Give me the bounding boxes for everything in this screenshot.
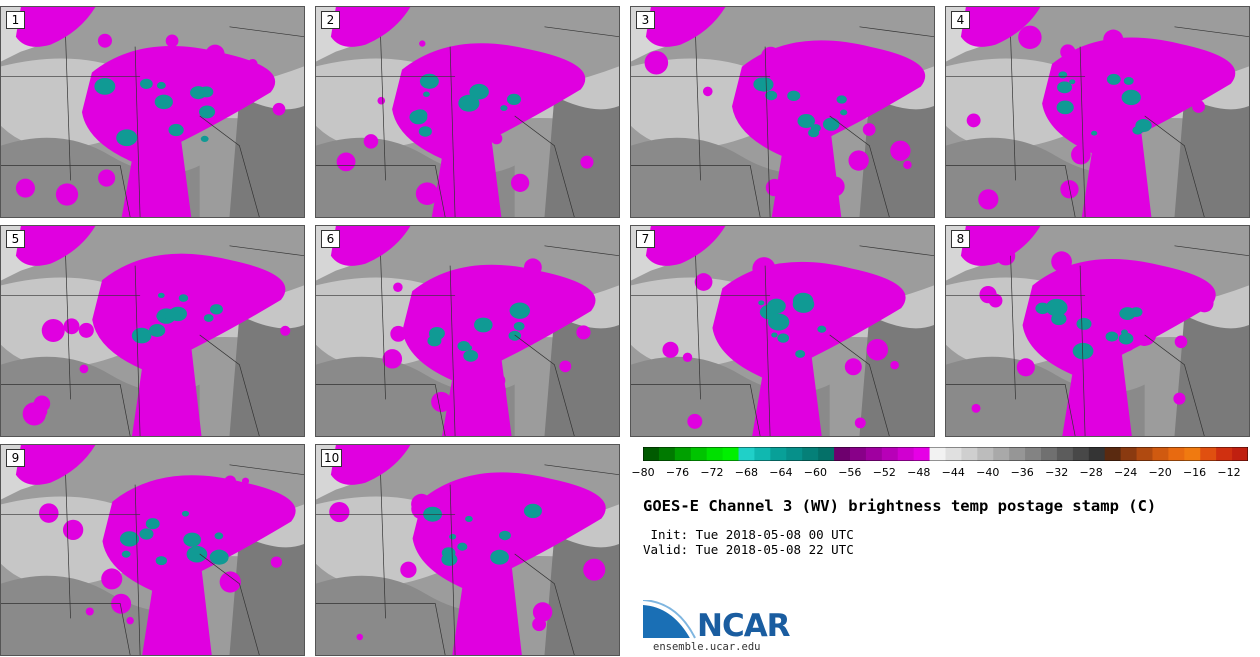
stamp-panel: 7 [630, 225, 935, 437]
ncar-logo: NCAR ensemble.ucar.edu [642, 599, 803, 654]
colorbar-tick-label: −56 [838, 466, 862, 479]
colorbar-swatch [1056, 447, 1074, 461]
colorbar-swatch [1200, 447, 1217, 461]
colorbar-swatch [818, 447, 835, 461]
colorbar-swatch [929, 447, 946, 461]
colorbar-swatch [897, 447, 915, 461]
colorbar-swatch [658, 447, 676, 461]
stamp-panel: 8 [945, 225, 1250, 437]
figure-title: GOES-E Channel 3 (WV) brightness temp po… [643, 497, 1157, 515]
colorbar-swatch [754, 447, 771, 461]
water-vapor-map [316, 226, 619, 436]
colorbar-tick-label: −36 [1010, 466, 1034, 479]
colorbar-swatch [1136, 447, 1153, 461]
colorbar-tick-label: −32 [1045, 466, 1069, 479]
colorbar-swatch [865, 447, 883, 461]
colorbar-swatch [977, 447, 994, 461]
colorbar-swatch [913, 447, 931, 461]
colorbar-swatch [1025, 447, 1042, 461]
logo-url: ensemble.ucar.edu [653, 641, 761, 653]
colorbar-swatch [1216, 447, 1233, 461]
colorbar-swatch [881, 447, 899, 461]
panel-number: 6 [321, 230, 340, 248]
colorbar-swatch [722, 447, 740, 461]
colorbar-swatch [802, 447, 819, 461]
colorbar-tick-label: −76 [665, 466, 690, 479]
panel-number: 7 [636, 230, 655, 248]
colorbar-tick-label: −64 [769, 466, 793, 479]
colorbar-swatch [1232, 447, 1248, 461]
ncar-swoosh-icon [642, 599, 696, 639]
colorbar-swatch [786, 447, 803, 461]
water-vapor-map [1, 445, 304, 655]
colorbar [643, 447, 1248, 461]
stamp-panel: 9 [0, 444, 305, 656]
water-vapor-map [1, 226, 304, 436]
panel-number: 1 [6, 11, 25, 29]
water-vapor-map [316, 7, 619, 217]
colorbar-swatch [706, 447, 724, 461]
colorbar-swatch [643, 447, 660, 461]
water-vapor-map [631, 226, 934, 436]
water-vapor-map [316, 445, 619, 655]
stamp-panel: 10 [315, 444, 620, 656]
colorbar-tick-label: −72 [700, 466, 724, 479]
stamp-panel: 2 [315, 6, 620, 218]
stamp-panel: 3 [630, 6, 935, 218]
colorbar-swatch [1041, 447, 1058, 461]
colorbar-tick-label: −44 [941, 466, 965, 479]
colorbar-ticks: −80 −76 −72 −68 −64 −60 −56 −52 −48 −44 −40 −36 −32−… [631, 464, 1248, 480]
panel-number: 4 [951, 11, 970, 29]
stamp-panel: 1 [0, 6, 305, 218]
colorbar-swatch [1152, 447, 1169, 461]
colorbar-tick-label: −68 [734, 466, 759, 479]
stamp-panel: 6 [315, 225, 620, 437]
colorbar-swatch [961, 447, 978, 461]
colorbar-swatch [738, 447, 755, 461]
panel-number: 5 [6, 230, 25, 248]
water-vapor-map [1, 7, 304, 217]
colorbar-tick-label: −12 [1217, 466, 1241, 479]
colorbar-swatch [770, 447, 787, 461]
water-vapor-map [946, 7, 1249, 217]
colorbar-tick-label: −48 [907, 466, 931, 479]
panel-number: 8 [951, 230, 970, 248]
colorbar-tick-label: −28 [1079, 466, 1103, 479]
colorbar-tick-label: −52 [872, 466, 896, 479]
colorbar-swatch [1072, 447, 1090, 461]
colorbar-swatch [1120, 447, 1138, 461]
water-vapor-map [631, 7, 934, 217]
colorbar-tick-label: −24 [1114, 466, 1138, 479]
colorbar-swatch [1088, 447, 1106, 461]
init-time: Init: Tue 2018-05-08 00 UTC [643, 527, 854, 542]
colorbar-swatch [993, 447, 1010, 461]
panel-number: 2 [321, 11, 340, 29]
panel-number: 3 [636, 11, 655, 29]
colorbar-swatch [1168, 447, 1185, 461]
colorbar-tick-label: −20 [1148, 466, 1172, 479]
colorbar-swatch [1184, 447, 1201, 461]
colorbar-swatch [834, 447, 851, 461]
colorbar-swatch [1104, 447, 1122, 461]
colorbar-swatch [674, 447, 692, 461]
colorbar-swatch [849, 447, 867, 461]
colorbar-tick-label: −80 [631, 466, 655, 479]
colorbar-swatch [1009, 447, 1026, 461]
colorbar-tick-label: −40 [976, 466, 1000, 479]
stamp-panel: 4 [945, 6, 1250, 218]
panel-number: 10 [321, 449, 343, 467]
colorbar-tick-label: −16 [1182, 466, 1207, 479]
valid-time: Valid: Tue 2018-05-08 22 UTC [643, 542, 854, 557]
ncar-logo-text: NCAR [697, 608, 791, 644]
colorbar-swatch [945, 447, 962, 461]
colorbar-tick-label: −60 [803, 466, 827, 479]
stamp-panel: 5 [0, 225, 305, 437]
panel-number: 9 [6, 449, 25, 467]
colorbar-swatch [690, 447, 708, 461]
water-vapor-map [946, 226, 1249, 436]
